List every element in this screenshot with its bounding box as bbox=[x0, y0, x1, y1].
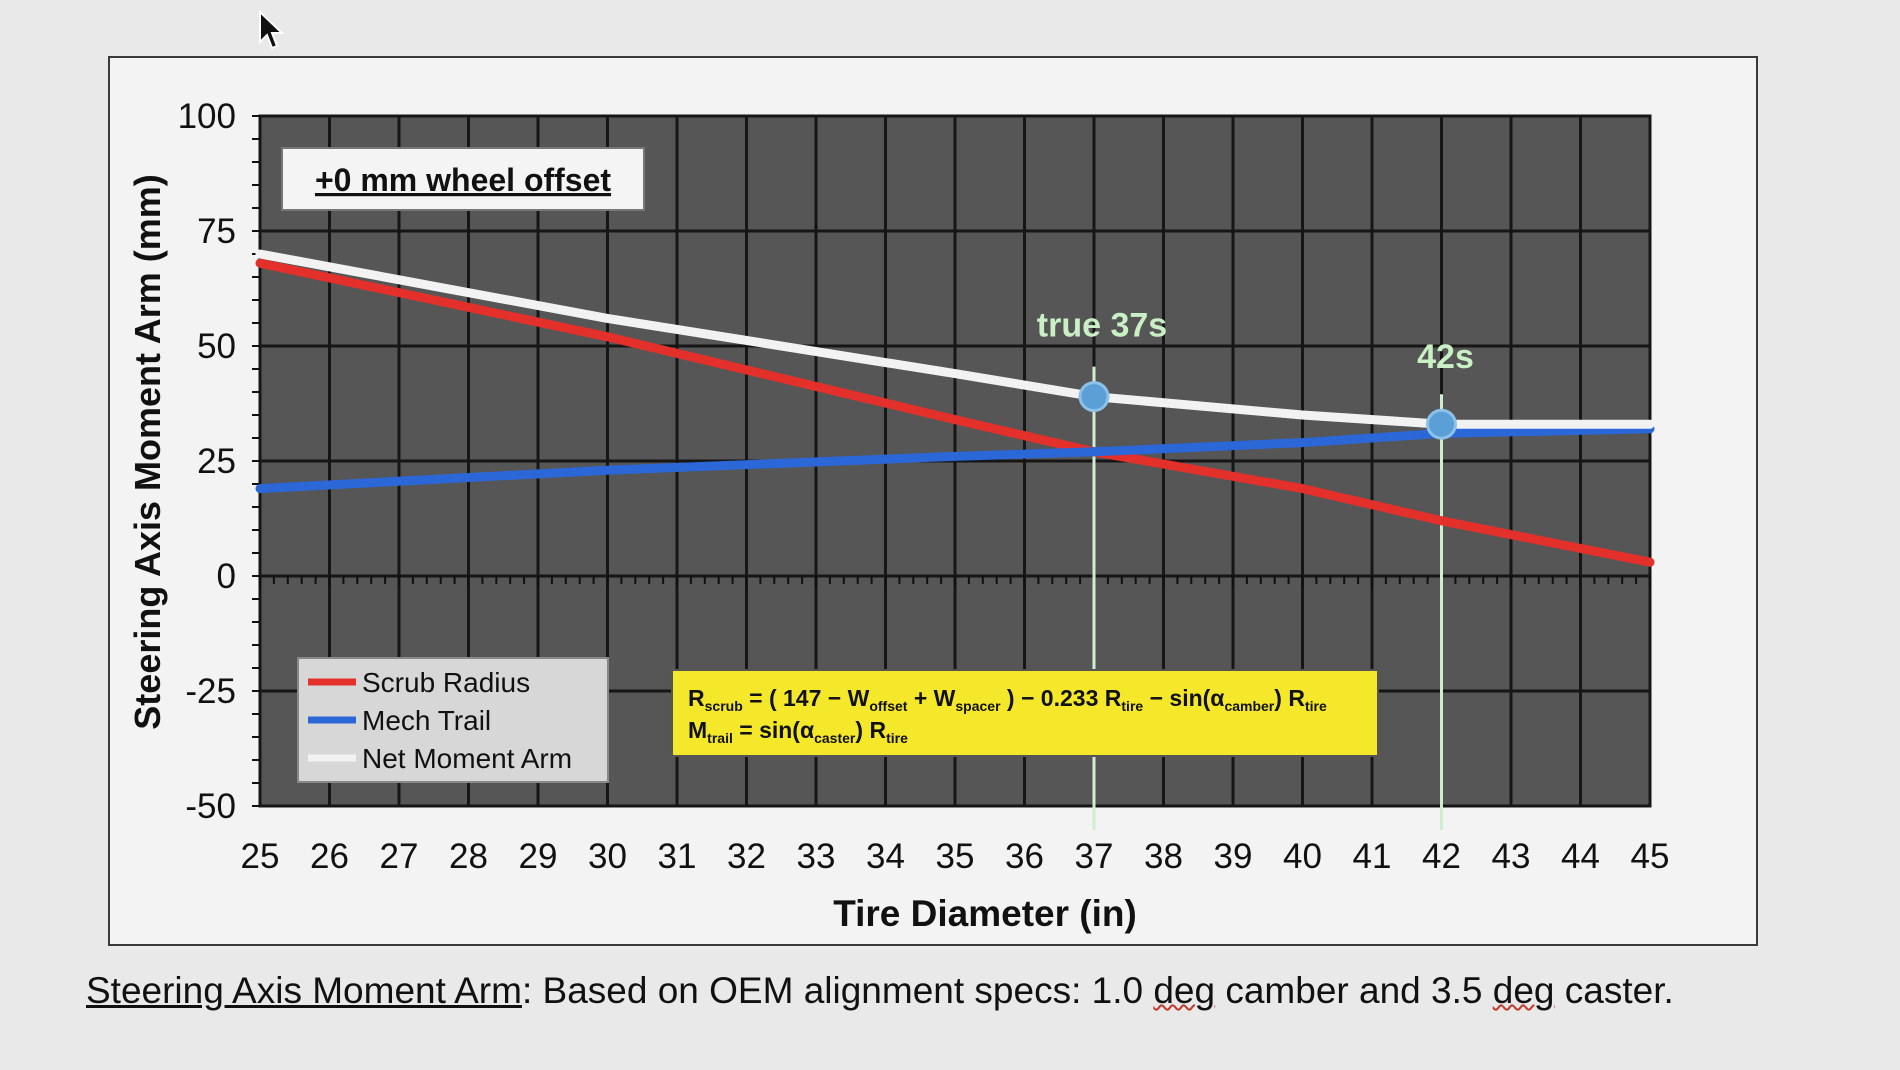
x-tick-label: 29 bbox=[519, 837, 558, 876]
x-tick-label: 41 bbox=[1353, 837, 1392, 876]
x-tick-label: 44 bbox=[1561, 837, 1600, 876]
formula-line-1: Rscrub = ( 147 − Woffset + Wspacer ) − 0… bbox=[688, 685, 1327, 714]
y-axis-title: Steering Axis Moment Arm (mm) bbox=[127, 174, 168, 729]
caption-heading: Steering Axis Moment Arm bbox=[86, 970, 522, 1011]
x-tick-label: 34 bbox=[866, 837, 905, 876]
x-tick-label: 39 bbox=[1214, 837, 1253, 876]
caption-deg-1: deg bbox=[1153, 970, 1216, 1011]
x-tick-label: 38 bbox=[1144, 837, 1183, 876]
x-tick-label: 37 bbox=[1075, 837, 1114, 876]
y-tick-label: 50 bbox=[197, 327, 236, 366]
x-tick-label: 33 bbox=[797, 837, 836, 876]
x-tick-label: 35 bbox=[936, 837, 975, 876]
y-tick-labels: 100 75 50 25 0 -25 -50 bbox=[178, 97, 236, 826]
x-tick-label: 42 bbox=[1422, 837, 1461, 876]
y-tick-label: 25 bbox=[197, 442, 236, 481]
legend-label-mech-trail: Mech Trail bbox=[362, 705, 491, 736]
zero-line-ticks bbox=[252, 115, 1651, 807]
offset-label-box: +0 mm wheel offset bbox=[281, 147, 645, 211]
caption-deg-2: deg bbox=[1492, 970, 1555, 1011]
y-tick-label: -25 bbox=[185, 672, 236, 711]
marker-point-0 bbox=[1078, 381, 1110, 413]
x-tick-label: 40 bbox=[1283, 837, 1322, 876]
y-tick-label: 100 bbox=[178, 97, 236, 136]
marker-point-1 bbox=[1426, 408, 1457, 440]
figure-caption: Steering Axis Moment Arm: Based on OEM a… bbox=[86, 970, 1674, 1012]
x-tick-label: 31 bbox=[658, 837, 697, 876]
x-tick-label: 32 bbox=[727, 837, 766, 876]
caption-text-a: : Based on OEM alignment specs: 1.0 bbox=[521, 970, 1154, 1011]
x-axis-title: Tire Diameter (in) bbox=[833, 893, 1137, 934]
y-tick-label: 75 bbox=[197, 212, 236, 251]
legend-label-net-moment-arm: Net Moment Arm bbox=[362, 743, 572, 774]
caption-text-c: caster. bbox=[1554, 970, 1674, 1011]
annotation-42s: 42s bbox=[1417, 338, 1474, 376]
offset-label: +0 mm wheel offset bbox=[315, 162, 611, 198]
x-tick-label: 26 bbox=[310, 837, 349, 876]
x-tick-label: 28 bbox=[449, 837, 488, 876]
y-tick-label: 0 bbox=[217, 557, 236, 596]
x-tick-label: 30 bbox=[588, 837, 627, 876]
x-tick-label: 25 bbox=[241, 837, 280, 876]
caption-text-b: camber and 3.5 bbox=[1215, 970, 1493, 1011]
formula-box: Rscrub = ( 147 − Woffset + Wspacer ) − 0… bbox=[671, 669, 1379, 757]
y-tick-label: -50 bbox=[185, 787, 236, 826]
chart: 100 75 50 25 0 -25 -50 25 26 27 28 29 30 31 32 33 34 35 3… bbox=[127, 97, 1670, 934]
markers bbox=[1078, 381, 1457, 440]
x-tick-label: 36 bbox=[1005, 837, 1044, 876]
formula-line-2: Mtrail = sin(αcaster) Rtire bbox=[688, 717, 908, 746]
chart-frame: 100 75 50 25 0 -25 -50 25 26 27 28 29 30 31 32 33 34 35 3… bbox=[108, 56, 1758, 946]
x-tick-labels: 25 26 27 28 29 30 31 32 33 34 35 36 37 38 39 40 41 42 43 44… bbox=[241, 837, 1670, 876]
arrow-cursor-icon bbox=[259, 10, 285, 50]
legend: Scrub Radius Mech Trail Net Moment Arm bbox=[297, 657, 609, 783]
legend-label-scrub-radius: Scrub Radius bbox=[362, 667, 530, 698]
x-tick-label: 45 bbox=[1631, 837, 1670, 876]
annotation-true-37s: true 37s bbox=[1037, 307, 1167, 345]
x-tick-label: 27 bbox=[380, 837, 419, 876]
x-tick-label: 43 bbox=[1492, 837, 1531, 876]
